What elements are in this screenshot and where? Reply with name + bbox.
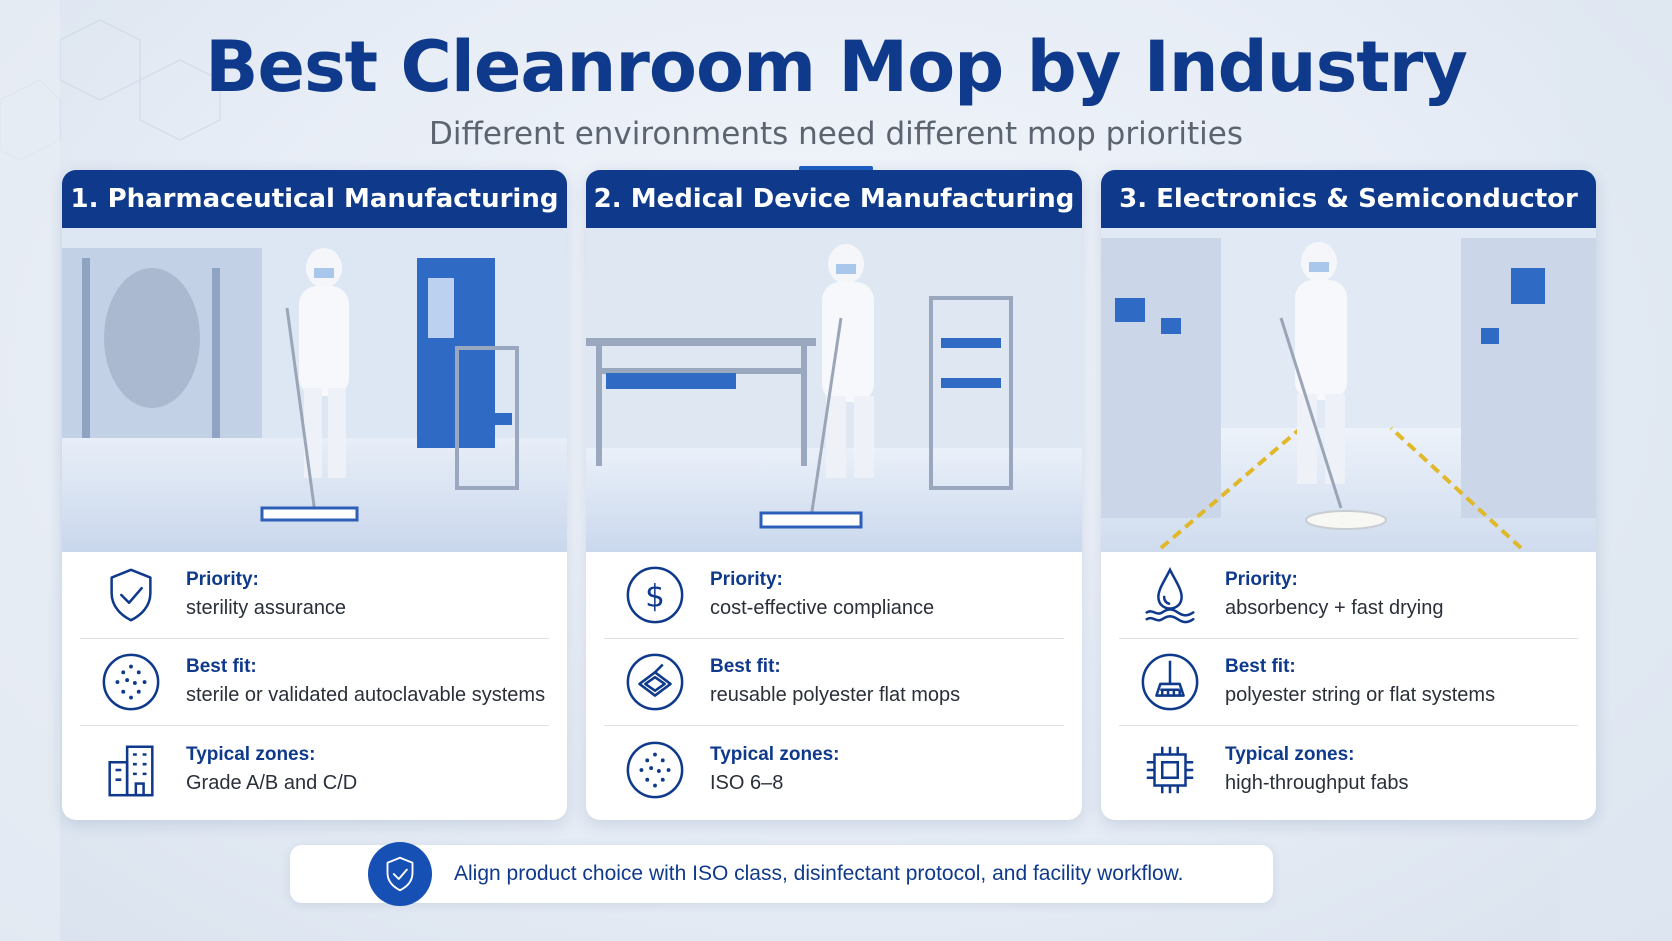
row-value: cost-effective compliance [710,597,935,619]
row-value: Grade A/B and C/D [186,771,358,794]
broom-icon [1137,649,1203,715]
row-value: sterility assurance [186,597,347,619]
row-value: polyester string or flat systems [1225,684,1496,706]
row-value: high-throughput fabs [1225,771,1409,794]
row-label: Typical zones: [1225,743,1355,765]
page-subtitle: Different environments need different mo… [428,116,1244,152]
industry-cards: 1. Pharmaceutical Manufacturing [62,170,1596,820]
card-medical-device: 2. Medical Device Manufacturing [586,170,1082,820]
cleanroom-worker-mopping-electronics-photo [1101,228,1596,552]
priority-row: Priority: sterility assurance [80,552,549,639]
row-label: Best fit: [710,656,781,677]
card-electronics: 3. Electronics & Semiconductor [1101,170,1596,820]
row-value: ISO 6–8 [710,771,784,794]
card-title: 2. Medical Device Manufacturing [586,170,1082,228]
row-label: Best fit: [186,656,257,677]
typical-zones-row: Typical zones: Grade A/B and C/D [80,726,549,813]
svg-text:$: $ [645,579,665,615]
row-label: Priority: [710,569,783,590]
chip-icon [1137,737,1203,803]
row-label: Typical zones: [186,743,316,765]
flat-mop-icon [622,649,688,715]
footer-text: Align product choice with ISO class, dis… [454,862,1184,885]
dollar-icon: $ [622,562,688,628]
page-title: Best Cleanroom Mop by Industry [205,26,1468,108]
typical-zones-row: Typical zones: ISO 6–8 [604,726,1064,813]
best-fit-row: Best fit: sterile or validated autoclava… [80,639,549,726]
particles-circle-icon [98,649,164,715]
shield-check-icon [98,562,164,628]
priority-row: Priority: absorbency + fast drying [1119,552,1578,639]
building-icon [98,737,164,803]
best-fit-row: Best fit: polyester string or flat syste… [1119,639,1578,726]
particles-circle-icon [622,737,688,803]
row-label: Typical zones: [710,743,840,765]
cleanroom-worker-mopping-medical-photo [586,228,1082,552]
row-value: reusable polyester flat mops [710,684,961,706]
priority-row: $ Priority: cost-effective compliance [604,552,1064,639]
cleanroom-worker-mopping-pharma-photo [62,228,567,552]
card-title: 3. Electronics & Semiconductor [1101,170,1596,228]
row-value: sterile or validated autoclavable system… [186,684,546,706]
title-accent-bar [799,166,873,171]
typical-zones-row: Typical zones: high-throughput fabs [1119,726,1578,813]
card-title: 1. Pharmaceutical Manufacturing [62,170,567,228]
row-value: absorbency + fast drying [1225,597,1444,619]
water-drop-icon [1137,562,1203,628]
shield-check-icon [368,842,432,906]
best-fit-row: Best fit: reusable polyester flat mops [604,639,1064,726]
row-label: Priority: [186,569,259,590]
footer-note: Align product choice with ISO class, dis… [290,842,1273,906]
row-label: Priority: [1225,569,1298,590]
card-pharmaceutical: 1. Pharmaceutical Manufacturing [62,170,567,820]
row-label: Best fit: [1225,656,1296,677]
header: Best Cleanroom Mop by Industry Different… [0,22,1672,171]
